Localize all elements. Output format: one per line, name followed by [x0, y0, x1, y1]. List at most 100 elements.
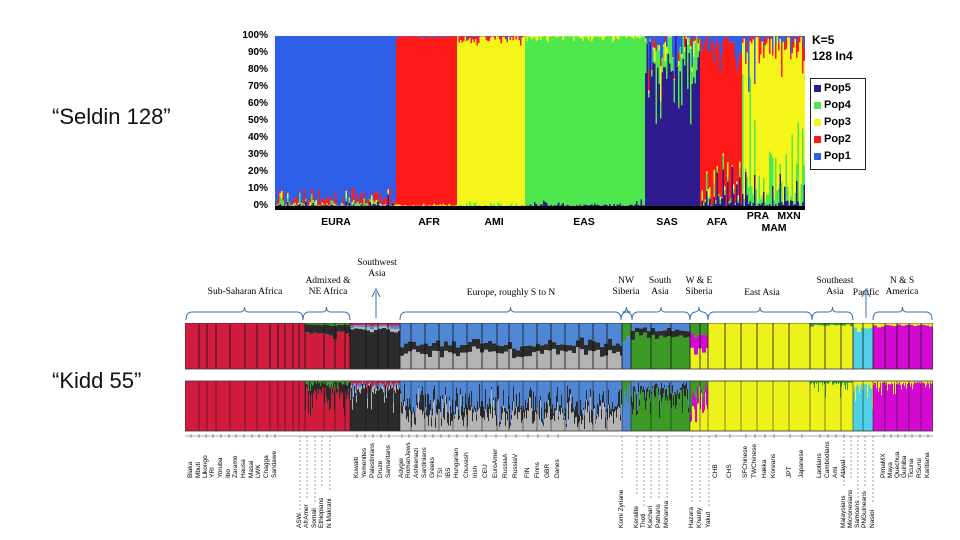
kidd-bottom-segment: [613, 409, 615, 424]
group-label-afa: AFA: [706, 216, 728, 228]
kidd-bottom-segment: [400, 381, 402, 391]
kidd-bottom-segment: [829, 381, 831, 383]
y-tick-label: 70%: [247, 81, 268, 92]
seldin-bar-segment: [649, 39, 652, 42]
kidd-bottom-segment: [717, 381, 719, 431]
kidd-bottom-segment: [533, 423, 535, 431]
kidd-top-segment: [382, 324, 387, 327]
kidd-bottom-segment: [351, 387, 353, 431]
kidd-bottom-segment: [695, 381, 697, 398]
kidd-bottom-segment: [496, 381, 498, 415]
seldin-bar-segment: [676, 36, 679, 65]
kidd-bottom-segment: [579, 415, 581, 422]
seldin-bar-segment: [499, 39, 501, 205]
seldin-bar-segment: [288, 202, 291, 206]
kidd-bottom-segment: [350, 386, 352, 393]
seldin-bar-segment: [799, 42, 801, 204]
kidd-bottom-segment: [247, 381, 249, 431]
kidd-top-segment: [241, 323, 246, 369]
kidd-bottom-segment: [599, 381, 601, 394]
seldin-bar-segment: [281, 36, 283, 189]
kidd-bottom-segment: [387, 385, 389, 388]
population-label: IBS: [445, 467, 452, 478]
seldin-bar-segment: [478, 204, 480, 206]
kidd-top-segment: [830, 323, 835, 325]
kidd-bottom-segment: [871, 388, 873, 431]
seldin-bar-segment: [749, 36, 752, 38]
seldin-bar-segment: [586, 37, 589, 205]
kidd-bottom-segment: [436, 412, 438, 431]
kidd-top-segment: [358, 323, 363, 326]
kidd-bottom-segment: [659, 400, 661, 418]
kidd-bottom-segment: [476, 414, 478, 421]
kidd-bottom-segment: [389, 389, 391, 431]
seldin-bar-segment: [654, 61, 656, 64]
seldin-bar-segment: [652, 41, 655, 48]
kidd-bottom-segment: [521, 405, 523, 423]
kidd-bottom-segment: [673, 381, 675, 396]
kidd-bottom-segment: [384, 381, 386, 389]
population-label: Druze: [377, 460, 384, 478]
kidd-bottom-segment: [617, 381, 619, 405]
kidd-bottom-segment: [662, 397, 664, 431]
kidd-bottom-segment: [306, 381, 308, 384]
kidd-bottom-segment: [679, 392, 681, 400]
y-tick-label: 60%: [247, 98, 268, 109]
kidd-bottom-segment: [205, 381, 207, 431]
kidd-bottom-segment: [640, 385, 642, 394]
kidd-top-segment: [249, 323, 254, 369]
kidd-bottom-segment: [460, 388, 462, 395]
seldin-bar-segment: [511, 36, 513, 38]
seldin-bar-segment: [737, 195, 740, 201]
seldin-bar-segment: [769, 54, 771, 152]
kidd-bottom-segment: [519, 392, 521, 413]
kidd-bottom-segment: [643, 386, 645, 393]
kidd-bottom-segment: [416, 381, 418, 394]
seldin-bar-segment: [785, 154, 788, 201]
kidd-top-segment: [520, 346, 525, 358]
seldin-bar-segment: [642, 205, 644, 206]
kidd-top-segment: [468, 341, 473, 352]
kidd-bottom-segment: [674, 393, 676, 431]
kidd-bottom-segment: [600, 381, 602, 401]
seldin-bar-segment: [493, 36, 495, 38]
kidd-bottom-segment: [678, 394, 680, 399]
seldin-bar-segment: [372, 204, 375, 206]
kidd-top-segment: [540, 323, 545, 346]
seldin-bar-segment: [707, 205, 710, 206]
kidd-top-segment: [374, 325, 379, 328]
kidd-top-segment: [822, 323, 827, 326]
kidd-top-segment: [702, 323, 707, 335]
seldin-bar-segment: [785, 49, 788, 155]
region-bracket: [811, 306, 854, 321]
seldin-bar-segment: [764, 202, 767, 206]
seldin-bar-segment: [707, 189, 710, 198]
kidd-bottom-segment: [808, 381, 810, 431]
kidd-bottom-segment: [353, 396, 355, 431]
kidd-bottom-segment: [310, 381, 312, 391]
kidd-top-segment: [281, 323, 286, 369]
kidd-bottom-segment: [824, 384, 826, 431]
kidd-bottom-segment: [645, 397, 647, 410]
seldin-bar-segment: [701, 201, 704, 206]
kidd-bottom-segment: [773, 381, 775, 431]
kidd-bottom-segment: [498, 381, 500, 386]
kidd-bottom-segment: [339, 381, 341, 383]
seldin-bar-segment: [278, 204, 280, 205]
kidd-bottom-segment: [683, 381, 685, 383]
seldin-bar-segment: [719, 199, 722, 205]
seldin-bar-segment: [703, 202, 705, 204]
kidd-bottom-segment: [502, 407, 504, 414]
seldin-bar-segment: [299, 191, 301, 193]
kidd-bottom-segment: [548, 400, 550, 431]
seldin-bar-segment: [305, 201, 307, 206]
kidd-bottom-segment: [610, 381, 612, 411]
kidd-bottom-segment: [561, 394, 563, 408]
seldin-bar-segment: [722, 153, 725, 156]
seldin-bar-segment: [784, 42, 786, 51]
kidd-bottom-segment: [522, 381, 524, 411]
seldin-bar-segment: [739, 167, 741, 178]
kidd-bottom-segment: [663, 393, 665, 431]
seldin-bar-segment: [497, 202, 500, 206]
seldin-bar-segment: [546, 202, 548, 206]
